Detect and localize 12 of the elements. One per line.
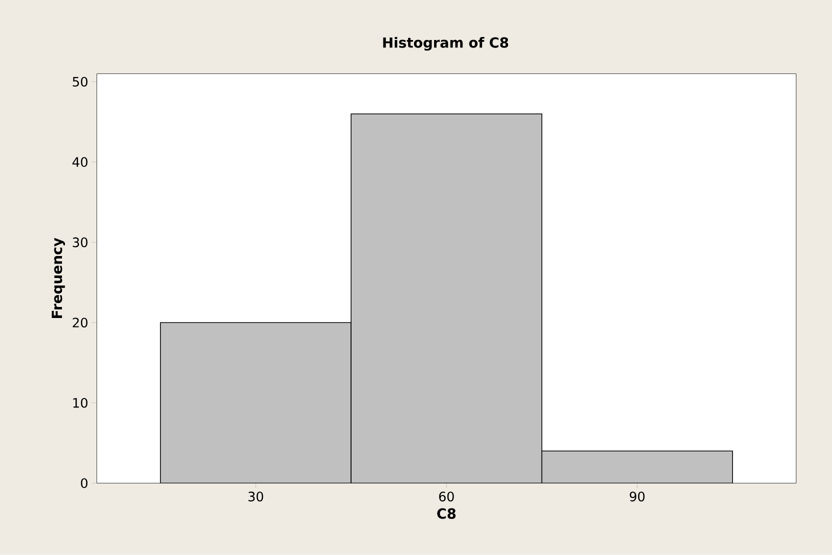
- y-tick-label: 20: [72, 318, 88, 328]
- x-tick-label: 60: [439, 492, 454, 502]
- y-tick-label: 0: [80, 478, 88, 488]
- chart-title: Histogram of C8: [383, 37, 508, 51]
- y-tick-label: 40: [72, 157, 88, 167]
- y-tick-label: 50: [72, 76, 88, 87]
- x-tick-label: 30: [248, 492, 264, 502]
- y-tick-label: 10: [73, 398, 88, 408]
- y-tick-label: 30: [72, 237, 88, 248]
- y-axis-title: Frequency: [52, 238, 65, 318]
- x-axis-title: C8: [437, 508, 456, 519]
- x-tick-label: 90: [630, 492, 645, 502]
